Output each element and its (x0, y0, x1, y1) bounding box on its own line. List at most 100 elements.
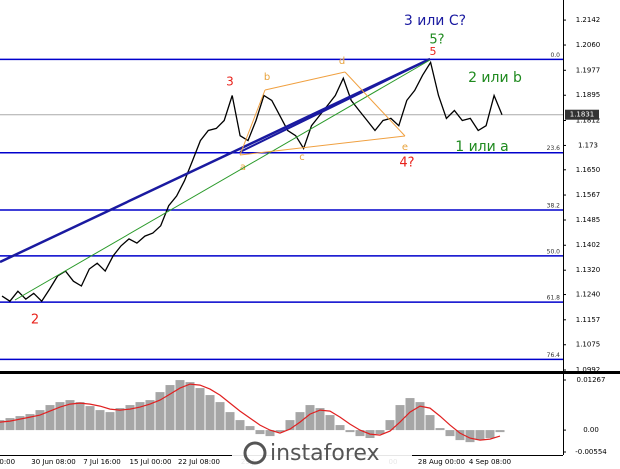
histogram-bar (325, 415, 335, 431)
trend-line (14, 59, 431, 301)
histogram-bar (295, 412, 305, 431)
histogram-bar (385, 420, 395, 431)
histogram-bar (25, 414, 35, 431)
histogram-bar (35, 410, 45, 431)
histogram-bar (495, 430, 505, 433)
histogram-bar (475, 430, 485, 441)
y-tick-label: 1.2142 (576, 16, 601, 24)
wave-label: 2 или b (468, 70, 522, 86)
histogram-bar (395, 405, 405, 431)
x-tick-label: 30 Jun 08:00 (31, 458, 75, 466)
x-tick-label: 28 Aug 00:00 (418, 458, 465, 466)
layers: 0.0 23.6 38.2 50.0 61.8 76.4 1.2142 1.2060 1.197… (0, 13, 607, 466)
fib-label: 50.0 (547, 248, 561, 255)
wave-label: 3 или C? (404, 13, 466, 29)
y-tick-label: 1.1075 (576, 341, 601, 349)
histogram-bar (355, 430, 365, 437)
histogram-bar (115, 408, 125, 431)
y-tick-label: 1.1157 (576, 316, 601, 324)
x-tick-label: 22 Jul 08:00 (178, 458, 220, 466)
channel-line (264, 71, 346, 91)
histogram-bar (245, 426, 255, 431)
signal-line (0, 383, 501, 441)
histogram-bar (305, 405, 315, 431)
fib-label: 61.8 (547, 295, 561, 302)
histogram-bar (155, 392, 165, 431)
y-tick-label: 1.1402 (576, 241, 601, 249)
histogram-bar (5, 418, 15, 431)
histogram-bar (425, 415, 435, 431)
wave-label: a (240, 162, 246, 173)
histogram-bar (265, 430, 275, 437)
current-price-label: 1.1831 (570, 111, 595, 119)
wave-label: c (299, 152, 305, 163)
histogram-bar (75, 402, 85, 431)
histogram-bar (225, 412, 235, 431)
fib-label: 23.6 (547, 145, 561, 152)
histogram-bar (415, 402, 425, 431)
histogram-bar (445, 430, 455, 437)
x-tick-label: 00:00 (0, 458, 15, 466)
histogram-bar (405, 398, 415, 431)
x-tick-label: 4 Sep 08:00 (469, 458, 511, 466)
y-tick-label: 1.1240 (576, 291, 601, 299)
histogram-bar (85, 406, 95, 431)
y-tick-label: 1.1320 (576, 266, 601, 274)
trend-line (0, 57, 431, 264)
histogram-bar (175, 380, 185, 431)
wave-label: 3 (226, 75, 234, 89)
histogram-bar (275, 430, 285, 433)
histogram-bar (235, 420, 245, 431)
histogram-bar (285, 420, 295, 431)
histogram-bar (45, 405, 55, 431)
channel-line (344, 71, 406, 137)
histogram-bar (145, 400, 155, 431)
histogram-bar (335, 425, 345, 431)
y-tick-label: 1.1895 (576, 91, 601, 99)
y-tick-label: -0.00554 (575, 448, 607, 456)
trend-line (239, 58, 431, 153)
y-tick-label: 0.00 (583, 426, 599, 434)
wave-label: e (402, 142, 408, 153)
histogram-bar (65, 400, 75, 431)
y-tick-label: 1.173 (578, 141, 598, 149)
x-tick-label: 15 Jul 00:00 (130, 458, 172, 466)
channel-line (239, 89, 266, 156)
price-line (1, 60, 503, 303)
histogram-bar (135, 402, 145, 431)
y-tick-label: 1.1812 (576, 116, 601, 124)
channel-line (239, 135, 406, 156)
histogram-bar (125, 405, 135, 431)
histogram-bar (315, 408, 325, 431)
histogram-bar (205, 395, 215, 431)
histogram-bar (345, 430, 355, 433)
fib-label: 0.0 (550, 52, 560, 59)
current-price-box (565, 109, 599, 120)
histogram-bar (465, 430, 475, 443)
histogram-bar (215, 402, 225, 431)
histogram-bar (485, 430, 495, 439)
wave-label: d (339, 56, 345, 67)
fib-label: 38.2 (547, 202, 561, 209)
histogram-bar (0, 420, 5, 431)
histogram-bar (435, 428, 445, 431)
histogram-bar (165, 385, 175, 431)
histogram-bar (15, 416, 25, 431)
wave-label: 4? (399, 156, 414, 171)
watermark-logo (243, 441, 267, 465)
wave-label: b (264, 72, 270, 83)
histogram-bar (185, 382, 195, 431)
watermark-box (232, 438, 412, 469)
y-tick-label: 1.0992 (576, 366, 601, 374)
wave-label: 1 или a (455, 139, 509, 155)
histogram-bar (55, 402, 65, 431)
y-tick-label: 1.1977 (576, 66, 601, 74)
histogram-bar (105, 412, 115, 431)
y-tick-label: 1.1650 (576, 166, 601, 174)
wave-label: 5? (429, 33, 444, 48)
histogram-bar (375, 430, 385, 435)
histogram-bar (455, 430, 465, 441)
wave-label: 2 (31, 313, 39, 328)
